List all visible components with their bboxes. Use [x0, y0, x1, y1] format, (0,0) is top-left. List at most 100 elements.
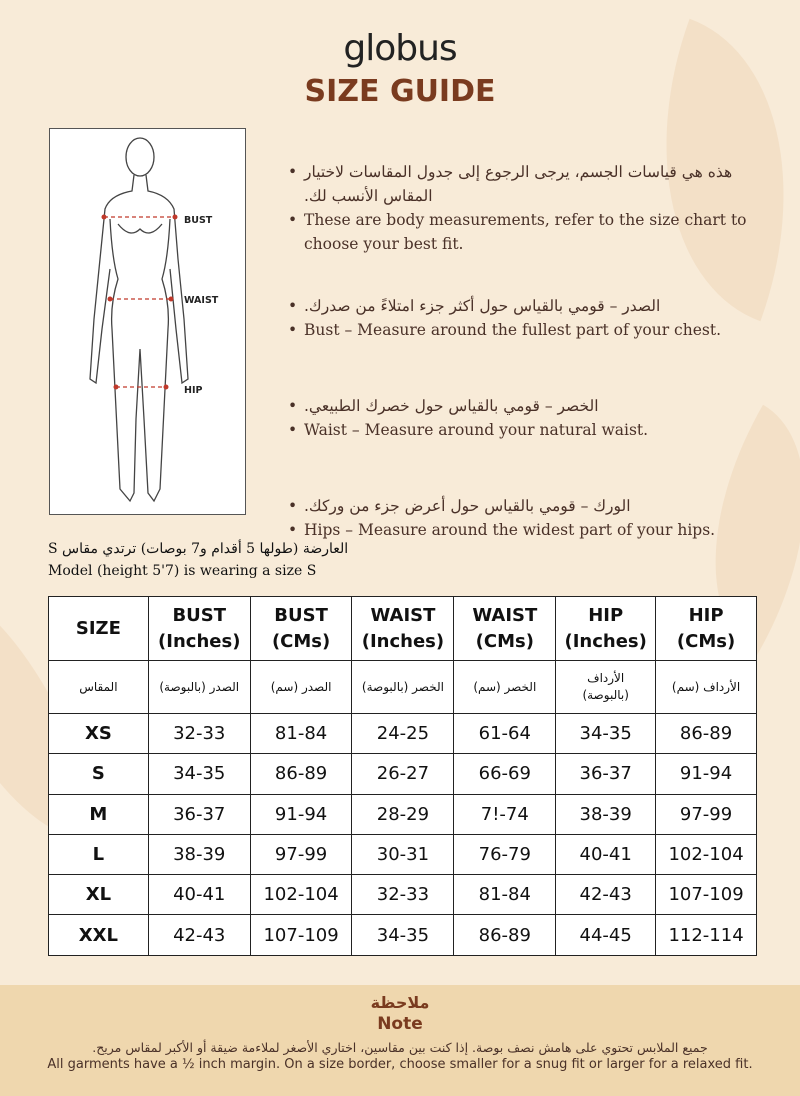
header-line: (Inches): [361, 630, 445, 652]
instruction-group: • هذه هي قياسات الجسم، يرجى الرجوع إلى جد…: [288, 160, 748, 256]
measurement-cell: 102-104: [655, 833, 757, 876]
measurement-cell: 86-89: [249, 753, 353, 795]
instruction-en: Hips – Measure around the widest part of…: [304, 521, 716, 539]
table-row: XL 40-41 102-104 32-33 81-84 42-43 107-109: [48, 874, 757, 916]
column-header: BUST (Inches): [147, 596, 251, 661]
measurement-cell: 91-94: [655, 753, 757, 795]
instruction-group: • الورك – قومي بالقياس حول أعرض جزء من ور…: [288, 494, 748, 542]
measurement-cell: 97-99: [655, 793, 757, 835]
body-measurement-figure: BUST WAIST HIP: [49, 128, 246, 515]
hip-label: HIP: [184, 385, 202, 396]
waist-label: WAIST: [184, 295, 219, 306]
measurement-cell: 7!-74: [453, 793, 557, 835]
table-row: XS 32-33 81-84 24-25 61-64 34-35 86-89: [48, 712, 757, 755]
measurement-cell: 42-43: [147, 914, 251, 956]
table-row: XXL 42-43 107-109 34-35 86-89 44-45 112-114: [48, 914, 757, 956]
header-line: WAIST: [370, 604, 436, 626]
column-header: WAIST (CMs): [453, 596, 557, 661]
model-info-ar: العارضة (طولها 5 أقدام و7 بوصات) ترتدي م…: [48, 541, 349, 557]
header-line: (Inches): [158, 630, 241, 652]
size-cell: XXL: [48, 914, 149, 956]
column-header-ar: الأرداف (سم): [655, 660, 757, 714]
header-line: (Inches): [564, 630, 647, 652]
measurement-cell: 26-27: [351, 753, 455, 795]
page-title: SIZE GUIDE: [304, 74, 496, 109]
header-line: BUST: [172, 604, 227, 626]
measurement-cell: 76-79: [453, 833, 557, 876]
instruction-en: Bust – Measure around the fullest part o…: [304, 321, 721, 339]
size-cell: XL: [48, 874, 149, 916]
measurement-cell: 34-35: [351, 914, 455, 956]
header-row: SIZE BUST (Inches) BUST (CMs) WAIST (Inches) WA…: [48, 596, 757, 661]
measurement-cell: 32-33: [147, 712, 251, 755]
instruction-group: • الخصر – قومي بالقياس حول خصرك الطبيعي. …: [288, 394, 748, 442]
measurement-cell: 102-104: [249, 874, 353, 916]
instruction-en: Waist – Measure around your natural wais…: [304, 421, 649, 439]
measurement-cell: 81-84: [453, 874, 557, 916]
header-line: HIP: [588, 604, 624, 626]
column-header-ar: الصدر (بالبوصة): [147, 660, 251, 714]
measurement-cell: 66-69: [453, 753, 557, 795]
instruction-ar: الخصر – قومي بالقياس حول خصرك الطبيعي.: [304, 397, 599, 415]
header-line: BUST: [274, 604, 328, 626]
measurement-cell: 61-64: [453, 712, 557, 755]
measurement-cell: 86-89: [655, 712, 757, 755]
header-line: HIP: [688, 604, 724, 626]
header-line: (CMs): [271, 630, 331, 652]
brand-logo: globus: [343, 28, 457, 69]
measurement-cell: 44-45: [555, 914, 657, 956]
measurement-cell: 107-109: [655, 874, 757, 916]
column-header: HIP (Inches): [555, 596, 657, 661]
instruction-ar: هذه هي قياسات الجسم، يرجى الرجوع إلى جدو…: [304, 163, 733, 205]
measurement-cell: 36-37: [555, 753, 657, 795]
measurement-cell: 86-89: [453, 914, 557, 956]
size-cell: M: [48, 793, 149, 835]
note-title-ar: ملاحظة: [370, 993, 430, 1012]
measurement-cell: 38-39: [555, 793, 657, 835]
measurement-cell: 38-39: [147, 833, 251, 876]
note-title-en: Note: [377, 1014, 423, 1034]
header-line: SIZE: [75, 617, 121, 639]
measurement-cell: 34-35: [555, 712, 657, 755]
column-header-ar: الخصر (سم): [453, 660, 557, 714]
measurement-cell: 112-114: [655, 914, 757, 956]
table-row: L 38-39 97-99 30-31 76-79 40-41 102-104: [48, 833, 757, 876]
column-header-ar: الأرداف (بالبوصة): [555, 660, 657, 714]
column-header: BUST (CMs): [249, 596, 353, 661]
measurement-cell: 40-41: [147, 874, 251, 916]
note-text-en: All garments have a ½ inch margin. On a …: [47, 1057, 753, 1072]
header-line: (CMs): [475, 630, 534, 652]
header-line: WAIST: [472, 604, 538, 626]
header-row-ar: المقاس الصدر (بالبوصة) الصدر (سم) الخصر (با…: [48, 660, 757, 714]
measurement-cell: 81-84: [249, 712, 353, 755]
instruction-ar: الورك – قومي بالقياس حول أعرض جزء من ورك…: [304, 497, 631, 515]
measurement-cell: 34-35: [147, 753, 251, 795]
size-table: SIZE BUST (Inches) BUST (CMs) WAIST (Inches) WA…: [48, 596, 757, 956]
column-header-ar: الصدر (سم): [249, 660, 353, 714]
measurement-cell: 91-94: [249, 793, 353, 835]
instruction-en: These are body measurements, refer to th…: [304, 211, 747, 253]
note-text-ar: جميع الملابس تحتوي على هامش نصف بوصة. إذ…: [92, 1040, 708, 1055]
measurement-cell: 40-41: [555, 833, 657, 876]
column-header-ar: المقاس: [48, 660, 149, 714]
measurement-cell: 42-43: [555, 874, 657, 916]
column-header-ar: الخصر (بالبوصة): [351, 660, 455, 714]
bust-label: BUST: [184, 215, 213, 226]
note-section: ملاحظة Note جميع الملابس تحتوي على هامش …: [0, 985, 800, 1096]
measurement-cell: 97-99: [249, 833, 353, 876]
instruction-group: • الصدر – قومي بالقياس حول أكثر جزء امتلا…: [288, 294, 748, 342]
model-info-en: Model (height 5'7) is wearing a size S: [48, 563, 317, 579]
instruction-ar: الصدر – قومي بالقياس حول أكثر جزء امتلاء…: [304, 297, 661, 315]
size-cell: XS: [48, 712, 149, 755]
header-line: (CMs): [676, 630, 736, 652]
column-header: WAIST (Inches): [351, 596, 455, 661]
measurement-cell: 32-33: [351, 874, 455, 916]
model-info: العارضة (طولها 5 أقدام و7 بوصات) ترتدي م…: [48, 538, 348, 582]
table-row: S 34-35 86-89 26-27 66-69 36-37 91-94: [48, 753, 757, 795]
size-cell: L: [48, 833, 149, 876]
measurement-cell: 36-37: [147, 793, 251, 835]
measurement-cell: 107-109: [249, 914, 353, 956]
measurement-cell: 28-29: [351, 793, 455, 835]
size-cell: S: [48, 753, 149, 795]
measurement-cell: 30-31: [351, 833, 455, 876]
